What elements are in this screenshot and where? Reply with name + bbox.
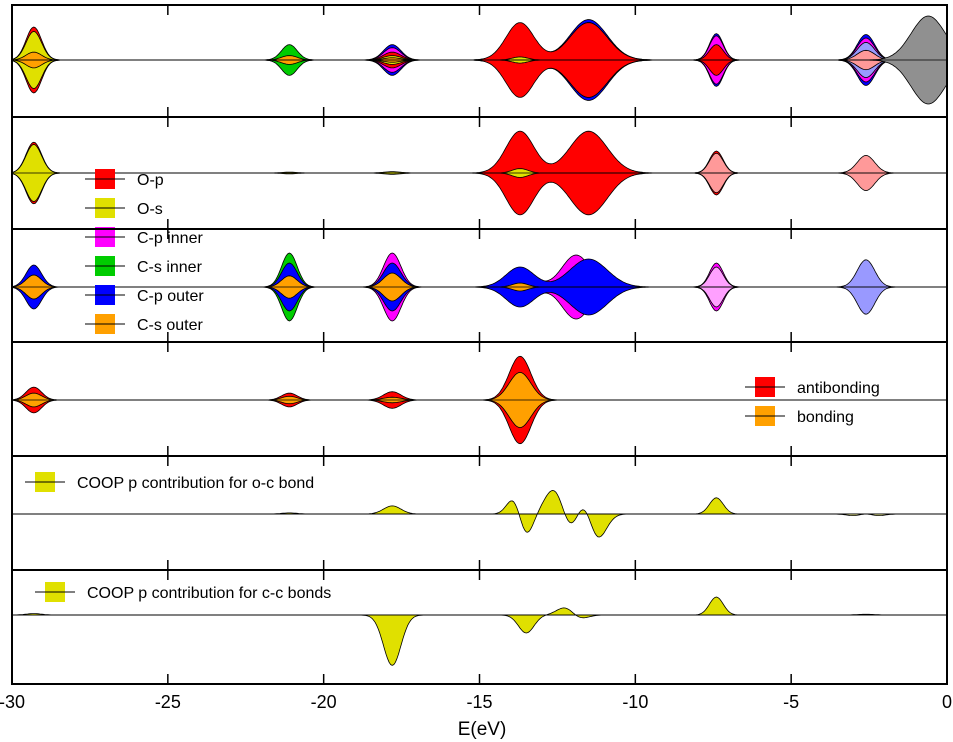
x-tick-label: -10 bbox=[622, 692, 648, 712]
legend-item: COOP p contribution for o-c bond bbox=[25, 472, 314, 492]
legend-label: antibonding bbox=[797, 380, 880, 397]
dos-curve-1 bbox=[11, 596, 948, 666]
panel-4: antibonding bonding bbox=[11, 342, 948, 456]
legend-label: C-p inner bbox=[137, 230, 203, 247]
legend-label: C-p outer bbox=[137, 288, 204, 305]
legend-item: O-s bbox=[85, 198, 163, 218]
legend-label: C-s inner bbox=[137, 259, 203, 276]
x-tick-label: -15 bbox=[466, 692, 492, 712]
legend-item: C-s outer bbox=[85, 314, 203, 334]
x-axis-title: E(eV) bbox=[458, 719, 507, 740]
x-tick-label: -30 bbox=[0, 692, 25, 712]
x-tick-label: -25 bbox=[155, 692, 181, 712]
legend-label: O-p bbox=[137, 172, 164, 189]
legend-item: O-p bbox=[85, 169, 164, 189]
x-tick-label: -5 bbox=[783, 692, 799, 712]
legend-label: COOP p contribution for c-c bonds bbox=[87, 585, 331, 602]
plot-frame bbox=[11, 4, 948, 685]
legend-label: COOP p contribution for o-c bond bbox=[77, 475, 314, 492]
legend-item: antibonding bbox=[745, 377, 880, 397]
panel-5: COOP p contribution for o-c bond bbox=[11, 456, 948, 570]
legend-item: C-s inner bbox=[85, 256, 203, 276]
panel-6: COOP p contribution for c-c bonds bbox=[11, 570, 948, 684]
x-axis: -30 -25 -20 -15 -10 -5 0 bbox=[0, 692, 952, 712]
legend-item: C-p inner bbox=[85, 227, 203, 247]
legend-item: bonding bbox=[745, 406, 854, 426]
legend-label: C-s outer bbox=[137, 317, 203, 334]
x-tick-label: -20 bbox=[311, 692, 337, 712]
legend-label: O-s bbox=[137, 201, 163, 218]
panel-3: O-p O-s C-p inner C-s inner C-p outer C-s out… bbox=[11, 169, 948, 342]
legend-item: C-p outer bbox=[85, 285, 204, 305]
panel-1 bbox=[11, 5, 948, 117]
legend-item: COOP p contribution for c-c bonds bbox=[35, 582, 331, 602]
legend-label: bonding bbox=[797, 409, 854, 426]
x-tick-label: 0 bbox=[942, 692, 952, 712]
panels-layer: O-p O-s C-p inner C-s inner C-p outer C-s out… bbox=[11, 4, 948, 685]
